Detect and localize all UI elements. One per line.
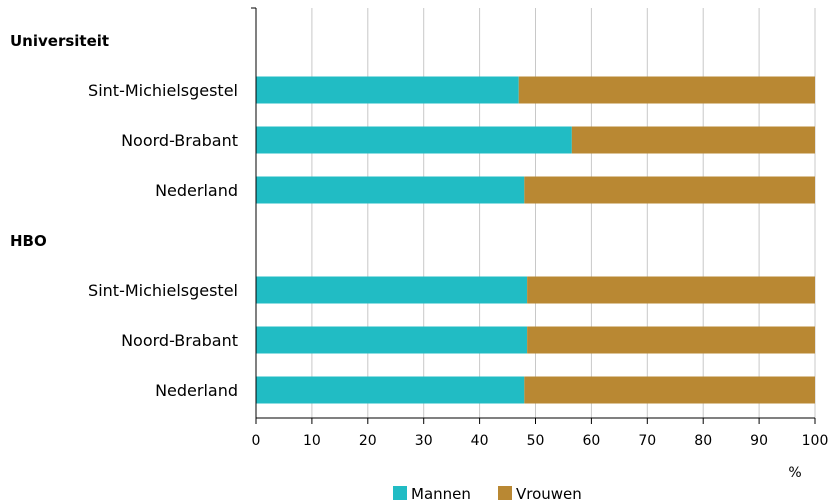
legend-swatch-vrouwen [498,486,512,500]
x-tick-label: 40 [471,433,489,449]
bar-vrouwen [527,276,815,304]
x-tick-label: 80 [694,433,712,449]
category-label: Sint-Michielsgestel [88,81,238,100]
bar-mannen [256,376,525,404]
bar-mannen [256,76,519,104]
bar-mannen [256,126,572,154]
bar-vrouwen [571,126,815,154]
x-tick-label: 70 [638,433,656,449]
bar-mannen [256,176,525,204]
category-label: Noord-Brabant [121,331,238,350]
axes [251,7,815,424]
bar-mannen [256,276,528,304]
bar-vrouwen [524,376,815,404]
bar-vrouwen [527,326,815,354]
category-label: Noord-Brabant [121,131,238,150]
category-label: Nederland [155,381,238,400]
legend-swatch-mannen [393,486,407,500]
bar-vrouwen [518,76,815,104]
x-tick-label: 90 [750,433,768,449]
bar-vrouwen [524,176,815,204]
bars [256,76,815,404]
category-labels: Universiteit Sint-Michielsgestel Noord-Bra… [10,32,238,400]
x-tick-label: 50 [527,433,545,449]
x-tick-label: 60 [582,433,600,449]
x-tick-label: 10 [303,433,321,449]
legend-label: Mannen [411,485,471,503]
x-tick-label: 0 [252,433,261,449]
x-axis-unit-label: % [788,465,801,481]
group-label: Universiteit [10,32,109,50]
category-label: Sint-Michielsgestel [88,281,238,300]
x-tick-label: 20 [359,433,377,449]
legend: Mannen Vrouwen [393,485,582,503]
bar-mannen [256,326,528,354]
category-label: Nederland [155,181,238,200]
group-label: HBO [10,232,47,250]
legend-label: Vrouwen [516,485,582,503]
x-tick-label: 100 [802,433,829,449]
x-axis-ticks: 0 10 20 30 40 50 60 70 80 90 100 [252,418,829,449]
grid-lines [311,8,816,418]
x-tick-label: 30 [415,433,433,449]
